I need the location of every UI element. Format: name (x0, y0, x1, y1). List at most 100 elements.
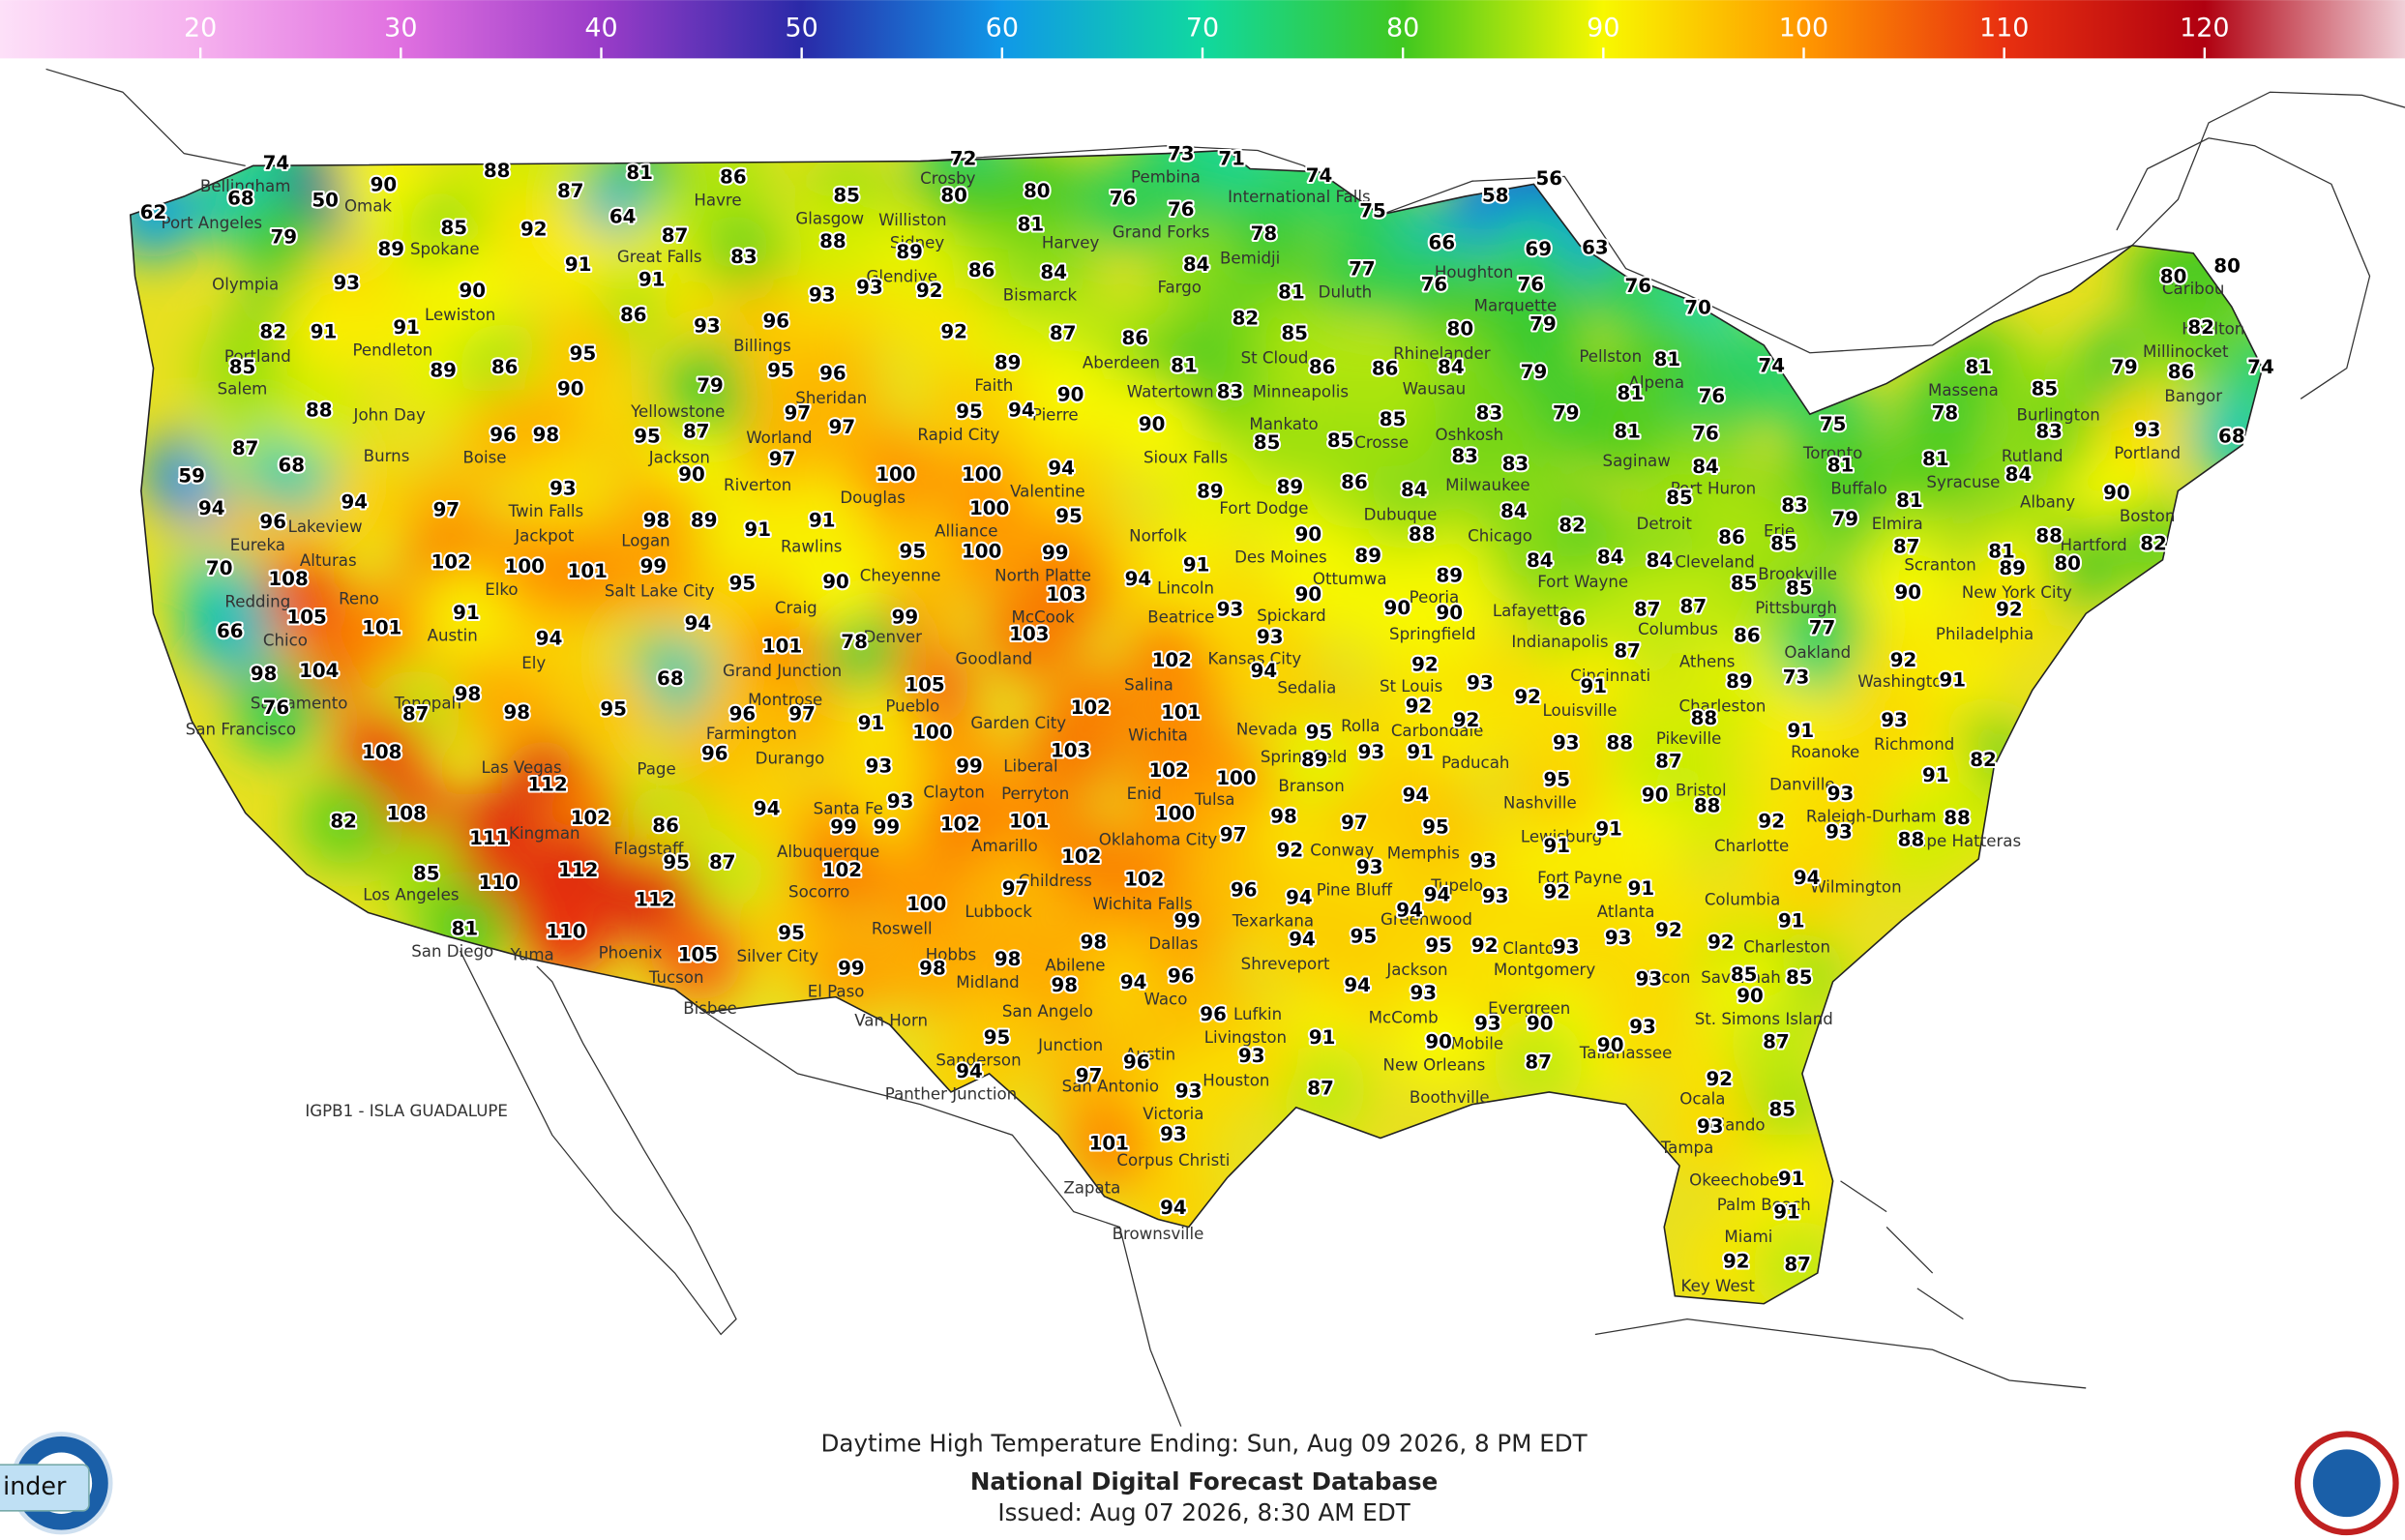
temperature-label: 82 (2187, 316, 2214, 339)
temperature-label: 84 (2005, 463, 2033, 486)
place-label: Portland (2114, 444, 2181, 462)
place-label: Watertown (1127, 382, 1214, 400)
place-label: Alliance (935, 522, 997, 541)
temperature-label: 85 (1786, 577, 1813, 599)
place-label: Pine Bluff (1317, 881, 1393, 900)
temperature-label: 95 (663, 851, 690, 874)
temperature-label: 104 (299, 660, 339, 682)
place-label: Grand Forks (1113, 223, 1210, 242)
place-label: Boothville (1410, 1088, 1490, 1107)
temperature-label: 99 (1173, 909, 1201, 932)
temperature-label: 108 (362, 741, 401, 763)
temperature-label: 91 (1940, 669, 1967, 692)
temperature-label: 76 (1421, 273, 1448, 295)
place-label: Sanderson (935, 1051, 1021, 1070)
temperature-label: 93 (1238, 1045, 1265, 1067)
place-label: Elmira (1872, 515, 1923, 533)
place-label: Columbus (1638, 620, 1718, 638)
place-label: Rolla (1341, 717, 1380, 735)
place-label: Faith (974, 376, 1013, 395)
temperature-label: 85 (1786, 966, 1813, 989)
temperature-label: 88 (1691, 707, 1718, 729)
search-button[interactable]: inder (0, 1464, 90, 1512)
temperature-label: 100 (1155, 802, 1195, 824)
temperature-label: 85 (1380, 408, 1407, 430)
temperature-label: 99 (892, 607, 919, 629)
temperature-label: 93 (334, 272, 361, 294)
temperature-label: 103 (1009, 623, 1049, 645)
temperature-label: 96 (259, 511, 286, 533)
temperature-label: 94 (1289, 928, 1316, 950)
place-label: Sioux Falls (1143, 449, 1228, 467)
temperature-label: 84 (1597, 547, 1624, 569)
temperature-label: 97 (785, 402, 812, 425)
temperature-label: 93 (1470, 850, 1497, 873)
place-label: Billings (733, 337, 791, 355)
place-label: Corpus Christi (1116, 1151, 1230, 1170)
temperature-label: 79 (271, 225, 298, 248)
temperature-label: 83 (1502, 453, 1529, 475)
temperature-label: 73 (1783, 666, 1810, 688)
place-label: Norfolk (1129, 527, 1187, 546)
place-label: Rawlins (781, 538, 842, 556)
place-label: Rhinelander (1393, 344, 1491, 363)
temperature-label: 90 (557, 377, 584, 400)
temperature-label: 90 (1057, 384, 1084, 406)
temperature-label: 80 (940, 185, 967, 207)
place-label: Cincinnati (1570, 666, 1650, 685)
place-label: Zapata (1063, 1178, 1120, 1197)
temperature-label: 84 (1692, 456, 1719, 478)
temperature-label: 90 (678, 463, 705, 486)
temperature-label: 89 (995, 351, 1022, 373)
temperature-label: 93 (856, 277, 883, 299)
place-label: Clanton (1502, 939, 1564, 958)
place-label: Twin Falls (508, 502, 584, 520)
temperature-label: 99 (640, 555, 668, 578)
temperature-label: 97 (788, 702, 816, 725)
temperature-label: 92 (1707, 932, 1735, 954)
temperature-label: 91 (1922, 764, 1949, 786)
temperature-label: 96 (1231, 879, 1258, 902)
temperature-label: 90 (1597, 1034, 1624, 1056)
temperature-label: 96 (762, 311, 789, 333)
temperature-label: 91 (809, 510, 836, 532)
temperature-label: 84 (1527, 549, 1554, 572)
place-label: Riverton (724, 476, 791, 494)
temperature-label: 86 (1372, 358, 1399, 380)
temperature-label: 93 (1358, 741, 1385, 763)
temperature-label: 82 (1559, 514, 1586, 536)
place-label: Lafayette (1493, 602, 1569, 620)
temperature-label: 90 (1384, 597, 1411, 619)
temperature-label: 77 (1349, 258, 1376, 281)
temperature-field (776, 475, 869, 568)
temperature-label: 86 (1309, 356, 1336, 378)
temperature-label: 71 (1218, 147, 1245, 169)
place-label: Olympia (212, 275, 279, 293)
temperature-label: 63 (1582, 236, 1609, 258)
place-label: New York City (1962, 583, 2072, 602)
temperature-label: 86 (620, 304, 647, 326)
temperature-label: 97 (433, 499, 460, 521)
temperature-label: 87 (709, 851, 736, 874)
temperature-label: 86 (1559, 607, 1586, 630)
temperature-label: 68 (657, 667, 684, 690)
button-label[interactable]: inder (3, 1471, 67, 1500)
temperature-label: 102 (1061, 845, 1101, 868)
temperature-field (1664, 1081, 1757, 1173)
temperature-label: 95 (634, 425, 661, 447)
temperature-label: 100 (1216, 767, 1256, 789)
temperature-label: 92 (1411, 654, 1439, 676)
temperature-field (1793, 786, 1885, 879)
temperature-label: 76 (263, 696, 290, 719)
temperature-label: 93 (866, 755, 893, 777)
place-label: Phoenix (599, 944, 663, 962)
temperature-label: 85 (1769, 1098, 1796, 1120)
temperature-label: 94 (1160, 1197, 1187, 1219)
temperature-label: 105 (286, 607, 326, 629)
temperature-label: 105 (905, 673, 944, 696)
place-label: Socorro (788, 882, 849, 901)
temperature-label: 85 (1327, 429, 1354, 452)
temperature-label: 91 (311, 321, 338, 343)
temperature-label: 98 (919, 958, 946, 980)
place-label: La Crosse (1331, 433, 1410, 452)
